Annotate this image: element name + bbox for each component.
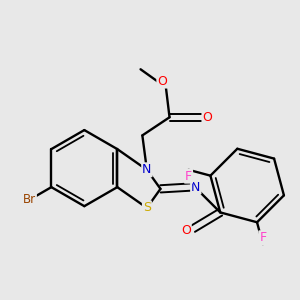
Text: S: S: [143, 201, 151, 214]
Text: O: O: [181, 224, 191, 237]
Text: Br: Br: [23, 193, 36, 206]
Text: F: F: [259, 231, 266, 244]
Text: N: N: [142, 163, 152, 176]
Text: F: F: [185, 169, 192, 183]
Text: O: O: [157, 74, 167, 88]
Text: N: N: [191, 181, 200, 194]
Text: O: O: [202, 111, 212, 124]
